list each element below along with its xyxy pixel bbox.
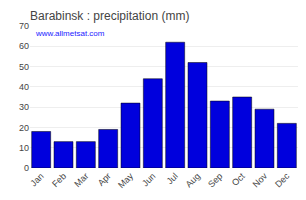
svg-text:May: May: [116, 171, 135, 190]
svg-text:Barabinsk : precipitation (mm): Barabinsk : precipitation (mm): [30, 9, 189, 23]
svg-text:Mar: Mar: [72, 171, 90, 189]
svg-text:Jan: Jan: [28, 171, 45, 188]
svg-text:Nov: Nov: [251, 171, 270, 190]
svg-text:Dec: Dec: [273, 171, 292, 190]
svg-text:10: 10: [19, 143, 29, 153]
svg-text:Apr: Apr: [96, 171, 113, 188]
svg-text:www.allmetsat.com: www.allmetsat.com: [35, 29, 105, 38]
svg-text:50: 50: [19, 62, 29, 72]
svg-text:60: 60: [19, 41, 29, 51]
svg-text:Oct: Oct: [230, 171, 247, 188]
svg-text:20: 20: [19, 123, 29, 133]
svg-text:40: 40: [19, 82, 29, 92]
svg-text:Jul: Jul: [165, 171, 180, 186]
svg-text:Aug: Aug: [184, 171, 202, 189]
svg-text:Feb: Feb: [50, 171, 68, 189]
svg-text:0: 0: [24, 163, 29, 173]
svg-text:Sep: Sep: [206, 171, 224, 189]
svg-text:70: 70: [19, 21, 29, 31]
svg-text:Jun: Jun: [140, 171, 157, 188]
svg-text:30: 30: [19, 102, 29, 112]
